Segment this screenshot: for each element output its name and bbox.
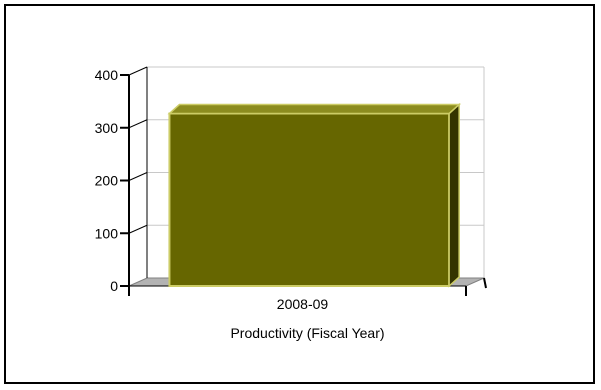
y-tick-label: 200 <box>95 173 119 189</box>
y-tick-label: 100 <box>95 225 119 241</box>
y-tick-label: 0 <box>110 278 118 294</box>
x-tick-depth <box>483 277 487 289</box>
gridline-connector <box>128 66 148 76</box>
bar <box>167 102 462 288</box>
gridline-connector <box>128 172 148 181</box>
bar-front-face <box>168 112 451 287</box>
gridline-connector <box>128 224 148 234</box>
bar-side-face <box>448 102 460 288</box>
x-axis-title: Productivity (Fiscal Year) <box>230 325 384 341</box>
bars <box>167 102 462 288</box>
y-tick-label: 300 <box>95 120 119 136</box>
bar-top-face <box>167 103 462 115</box>
y-tick-label: 400 <box>95 67 119 83</box>
gridline-connector <box>128 119 148 129</box>
x-category-label: 2008-09 <box>277 296 329 312</box>
tick-labels: 0 100 200 300 400 2008-09 <box>95 67 329 312</box>
